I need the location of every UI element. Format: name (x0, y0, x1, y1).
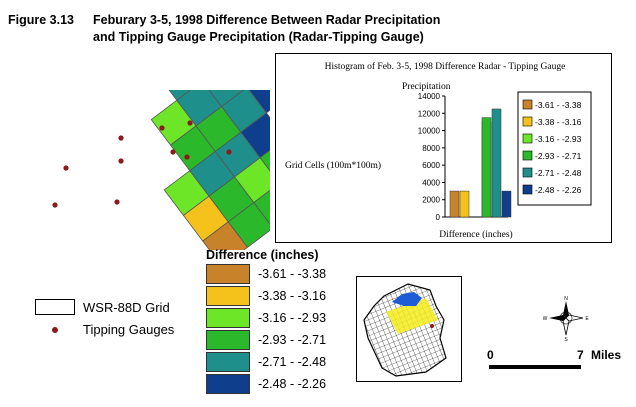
grid-cell (246, 90, 270, 114)
legend-swatch (206, 352, 250, 372)
histogram-tick-label: 0 (436, 213, 441, 222)
histogram-legend-swatch (522, 184, 533, 195)
gauge-legend-label: Tipping Gauges (83, 322, 175, 337)
gauge-point (184, 154, 190, 160)
histogram-bar (449, 190, 460, 218)
figure-title: Figure 3.13 Feburary 3-5, 1998 Difference… (8, 12, 440, 46)
histogram-bar (459, 190, 470, 218)
gauge-point (63, 165, 69, 171)
legend-label: -3.38 - -3.16 (258, 289, 327, 303)
scale-bar-line (489, 365, 581, 369)
inset-gauge-marker (430, 324, 434, 328)
histogram-legend-label: -2.48 - -2.26 (535, 185, 582, 195)
grid-legend-label: WSR-88D Grid (83, 300, 170, 315)
histogram-tick-label: 10000 (418, 127, 441, 136)
legend-title: Difference (inches) (206, 248, 319, 262)
scale-unit: Miles (591, 348, 622, 362)
histogram-chart: Histogram of Feb. 3-5, 1998 Difference R… (285, 61, 592, 240)
gauge-point (187, 120, 193, 126)
histogram-panel: Histogram of Feb. 3-5, 1998 Difference R… (275, 53, 612, 243)
compass-east: E (585, 316, 589, 322)
histogram-legend-swatch (522, 150, 533, 161)
gauge-point (170, 149, 176, 155)
histogram-legend-label: -3.38 - -3.16 (535, 117, 582, 127)
histogram-bar (481, 117, 492, 218)
histogram-tick-label: 14000 (418, 92, 441, 101)
radar-grid-map (52, 90, 270, 250)
compass-south: S (564, 337, 568, 341)
legend-swatch (206, 286, 250, 306)
histogram-ylabel-top: Precipitation (402, 82, 451, 92)
legend-swatch (206, 308, 250, 328)
histogram-tick-label: 4000 (422, 178, 440, 187)
scale-bar: 0 7 Miles (487, 348, 627, 378)
compass-north: N (564, 296, 568, 302)
histogram-legend-swatch (522, 167, 533, 178)
histogram-legend-swatch (522, 133, 533, 144)
histogram-xlabel: Difference (inches) (439, 229, 512, 240)
north-arrow-icon: N S E W (543, 296, 589, 341)
legend-label: -2.48 - -2.26 (258, 377, 327, 391)
legend-swatch (206, 374, 250, 394)
histogram-tick-label: 2000 (422, 196, 440, 205)
figure-title-line1: Feburary 3-5, 1998 Difference Between Ra… (93, 13, 441, 27)
legend-swatch (206, 330, 250, 350)
histogram-tick-label: 12000 (418, 109, 441, 118)
histogram-title: Histogram of Feb. 3-5, 1998 Difference R… (325, 61, 566, 72)
scale-start: 0 (487, 348, 494, 362)
grid-cell (259, 137, 270, 184)
figure-title-line2: and Tipping Gauge Precipitation (Radar-T… (93, 30, 424, 44)
histogram-bar (491, 108, 502, 218)
gauge-point (114, 199, 120, 205)
histogram-tick-label: 6000 (422, 161, 440, 170)
inset-locator-map (356, 276, 462, 382)
legend-label: -3.16 - -2.93 (258, 311, 327, 325)
compass-west: W (543, 316, 548, 322)
histogram-legend-label: -2.93 - -2.71 (535, 151, 582, 161)
legend-swatch (206, 264, 250, 284)
histogram-legend-label: -3.61 - -3.38 (535, 100, 582, 110)
legend-label: -2.71 - -2.48 (258, 355, 327, 369)
gauge-point (118, 135, 124, 141)
legend-label: -3.61 - -3.38 (258, 267, 327, 281)
histogram-ylabel-left: Grid Cells (100m*100m) (285, 160, 381, 171)
histogram-legend-swatch (522, 99, 533, 110)
scale-end: 7 (577, 348, 584, 362)
gauge-point (159, 125, 165, 131)
gauge-dot-icon (52, 327, 58, 333)
grid-cell (240, 112, 270, 159)
gauge-point (52, 202, 58, 208)
inset-study-area (386, 298, 438, 334)
histogram-legend-label: -2.71 - -2.48 (535, 168, 582, 178)
gauge-point (226, 149, 232, 155)
histogram-tick-label: 8000 (422, 144, 440, 153)
histogram-bar (501, 190, 512, 218)
histogram-legend-label: -3.16 - -2.93 (535, 134, 582, 144)
grid-cell (253, 182, 270, 229)
histogram-legend-swatch (522, 116, 533, 127)
gauge-point (118, 158, 124, 164)
figure-number: Figure 3.13 (8, 13, 74, 27)
grid-swatch (35, 299, 75, 315)
legend-label: -2.93 - -2.71 (258, 333, 327, 347)
inset-lake (392, 292, 422, 306)
